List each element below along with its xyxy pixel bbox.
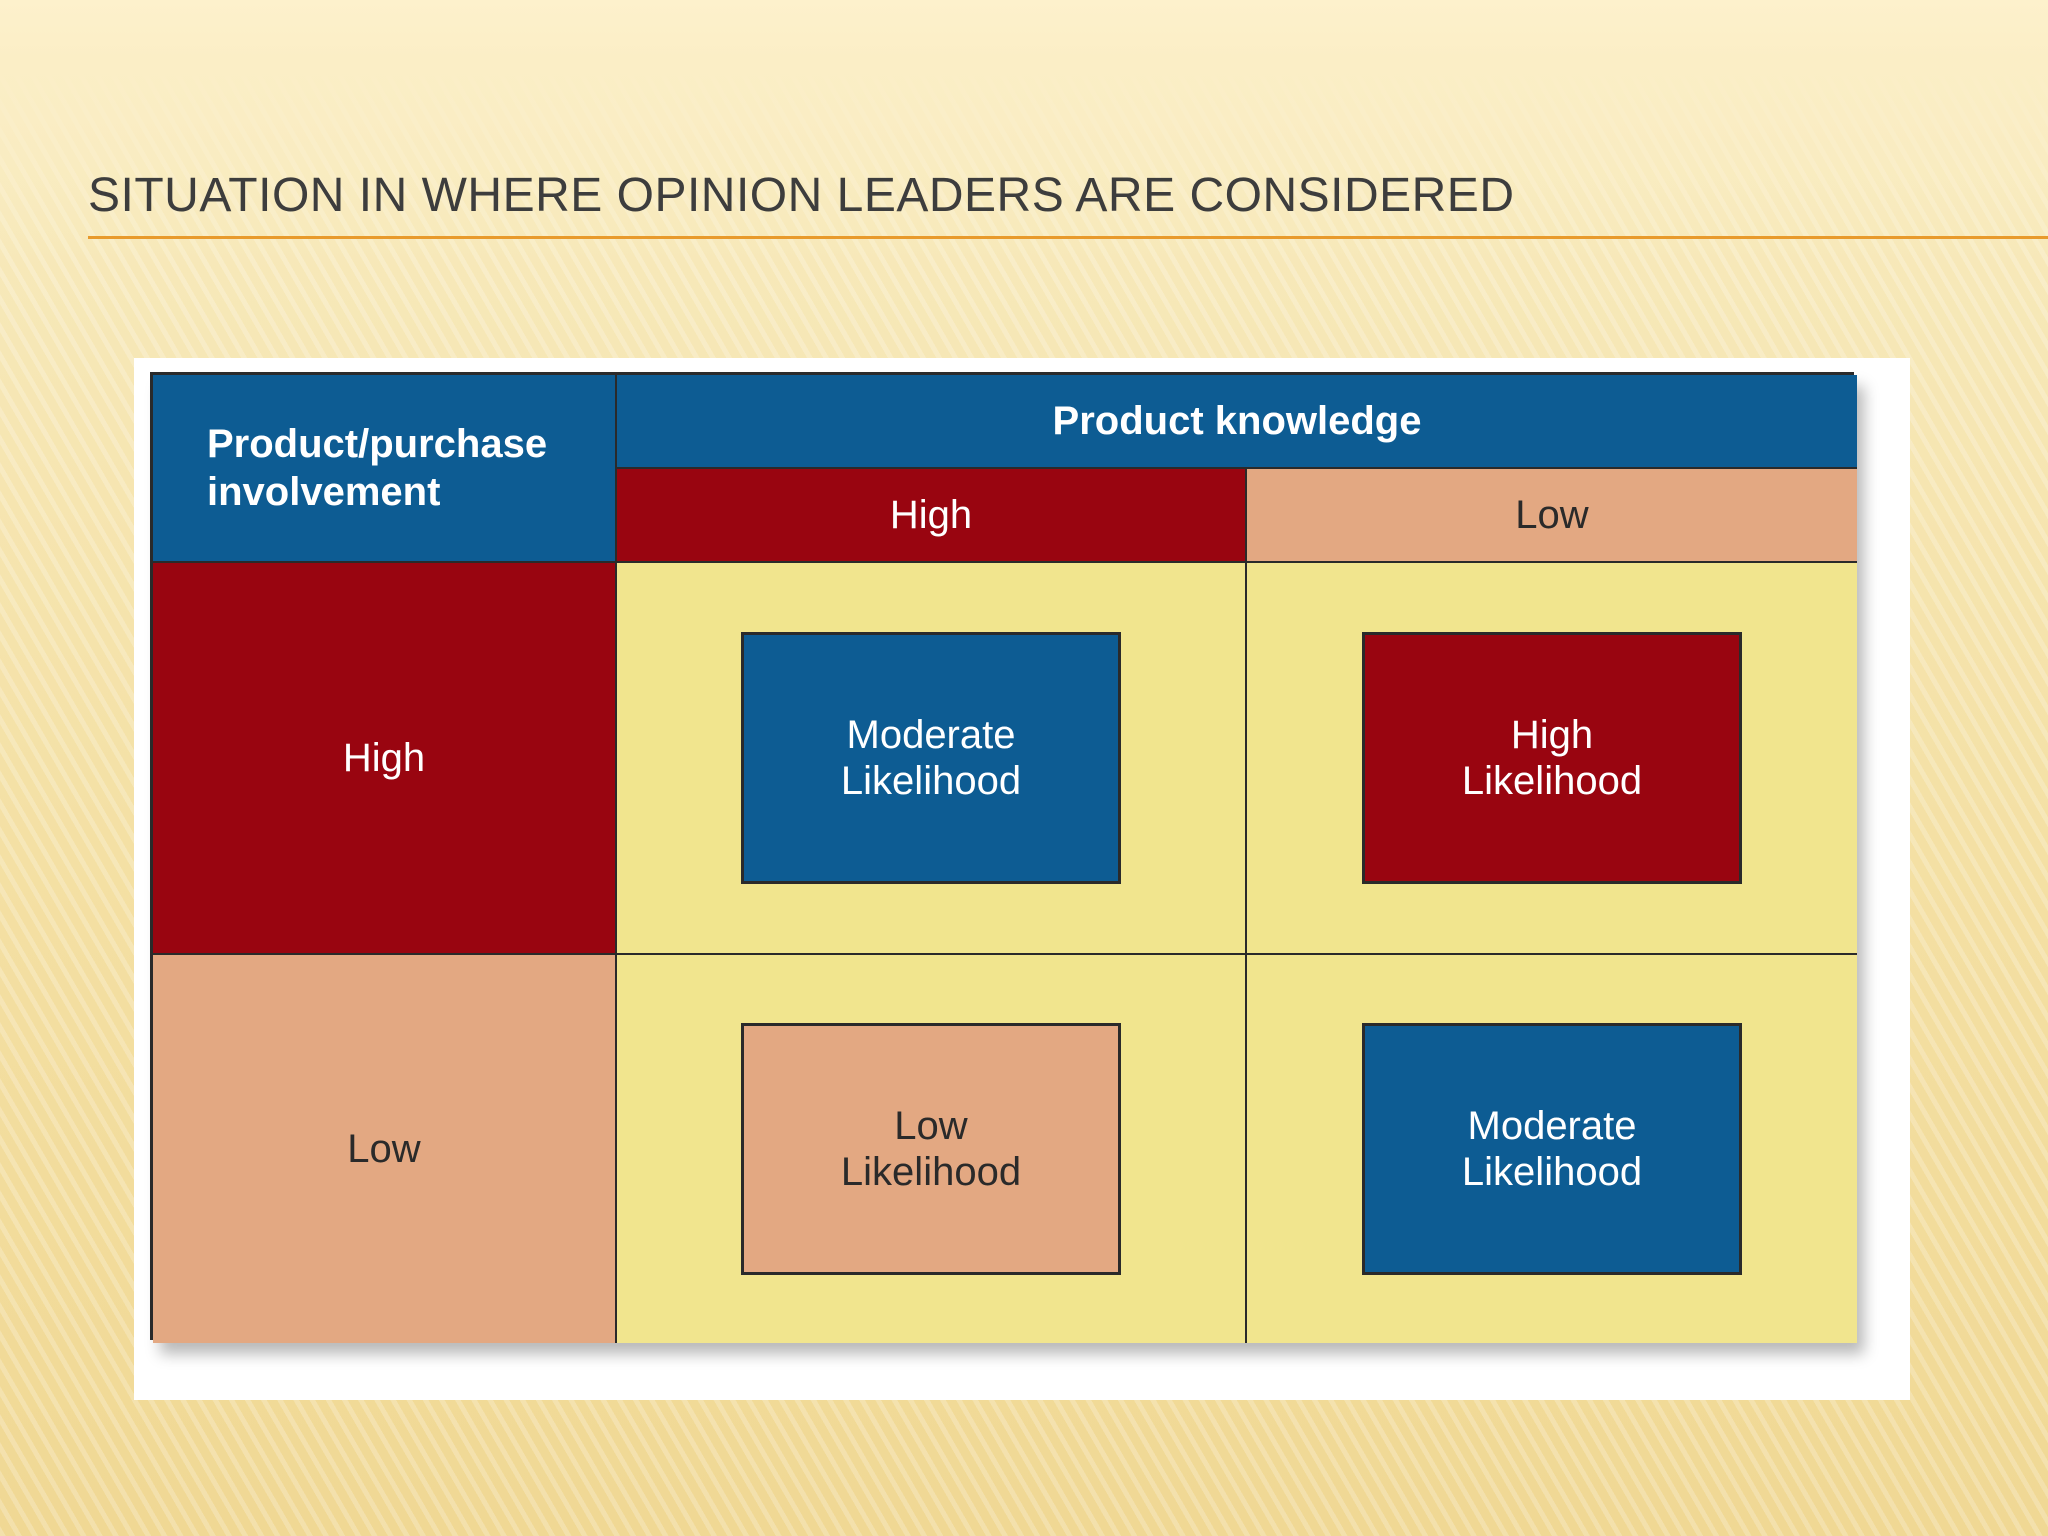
cell-high-involvement-low-knowledge: High Likelihood	[1247, 563, 1857, 955]
likelihood-box: Moderate Likelihood	[1362, 1023, 1742, 1275]
cell-low-involvement-low-knowledge: Moderate Likelihood	[1247, 955, 1857, 1343]
likelihood-box: Low Likelihood	[741, 1023, 1121, 1275]
row-low-header: Low	[153, 955, 617, 1343]
title-divider	[88, 236, 2048, 239]
cell-low-involvement-high-knowledge: Low Likelihood	[617, 955, 1247, 1343]
corner-header: Product/purchase involvement	[153, 375, 617, 563]
likelihood-box: Moderate Likelihood	[741, 632, 1121, 884]
column-high-header: High	[617, 469, 1247, 563]
product-knowledge-header: Product knowledge	[617, 375, 1857, 469]
cell-high-involvement-high-knowledge: Moderate Likelihood	[617, 563, 1247, 955]
column-low-header: Low	[1247, 469, 1857, 563]
opinion-leader-matrix: Product/purchase involvement Product kno…	[150, 372, 1857, 1343]
slide-title: Situation in where opinion leaders are c…	[88, 169, 1515, 222]
corner-label: Product/purchase involvement	[207, 422, 548, 514]
row-high-header: High	[153, 563, 617, 955]
likelihood-box: High Likelihood	[1362, 632, 1742, 884]
